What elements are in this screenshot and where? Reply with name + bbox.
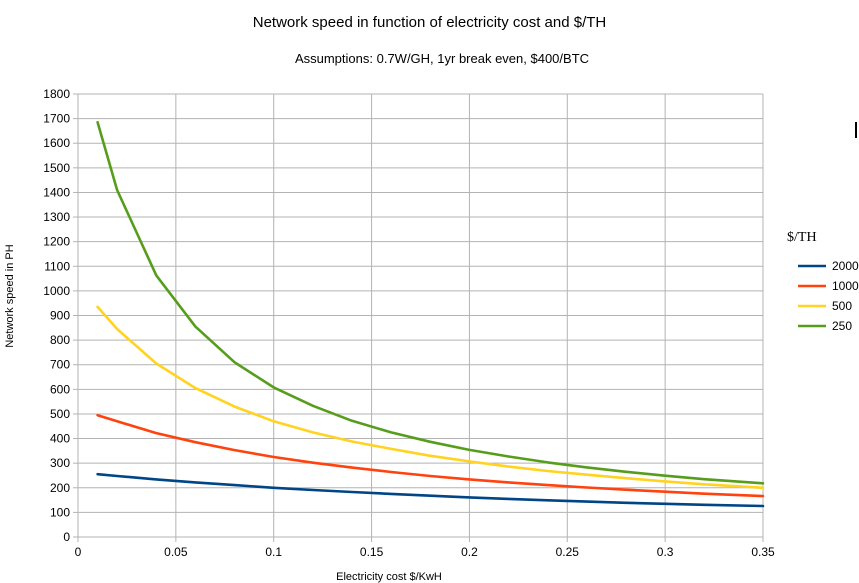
series-line-250	[96, 121, 765, 485]
series-line-1000	[96, 413, 765, 498]
x-tick-label: 0.35	[751, 545, 775, 559]
x-tick-label: 0.3	[657, 545, 674, 559]
x-axis-ticks: 0 0.05 0.1 0.15 0.2 0.25 0.3 0.35	[75, 537, 775, 559]
x-axis-label: Electricity cost $/KwH	[336, 571, 442, 583]
y-tick-label: 1100	[44, 259, 70, 273]
series-lines	[96, 121, 765, 508]
y-tick-label: 1300	[43, 210, 70, 224]
legend-label-500: 500	[832, 299, 852, 313]
y-tick-label: 800	[50, 333, 70, 347]
y-tick-label: 700	[50, 358, 70, 372]
series-line-500	[96, 305, 765, 490]
legend-label-1000: 1000	[832, 279, 859, 293]
legend: 2000 1000 500 250	[798, 259, 859, 333]
y-tick-label: 200	[50, 481, 70, 495]
legend-label-2000: 2000	[832, 259, 859, 273]
gridlines	[77, 93, 764, 538]
y-tick-label: 0	[63, 530, 70, 544]
y-tick-label: 1700	[43, 112, 70, 126]
x-tick-label: 0	[75, 545, 82, 559]
y-tick-label: 600	[50, 382, 70, 396]
x-tick-label: 0.1	[265, 545, 282, 559]
y-tick-label: 1000	[43, 284, 70, 298]
y-tick-label: 500	[50, 407, 70, 421]
y-tick-label: 1200	[43, 235, 70, 249]
y-tick-label: 1600	[43, 136, 70, 150]
x-tick-label: 0.15	[360, 545, 384, 559]
y-tick-label: 300	[50, 456, 70, 470]
series-line-2000	[96, 472, 765, 508]
y-tick-label: 400	[50, 432, 70, 446]
y-tick-label: 100	[50, 505, 70, 519]
y-axis-label: Network speed in PH	[4, 244, 16, 347]
chart-subtitle: Assumptions: 0.7W/GH, 1yr break even, $4…	[294, 51, 590, 66]
y-tick-label: 1400	[43, 185, 70, 199]
x-tick-label: 0.2	[461, 545, 478, 559]
legend-label-250: 250	[832, 319, 852, 333]
x-tick-label: 0.05	[164, 545, 188, 559]
y-tick-label: 1800	[43, 87, 70, 101]
y-axis-ticks: 0 100 200 300 400 500 600 700 800 900 1000 1100 1200…	[43, 87, 78, 544]
y-tick-label: 900	[50, 309, 70, 323]
legend-title: $/TH	[787, 230, 817, 245]
x-tick-label: 0.25	[556, 545, 580, 559]
text-cursor	[855, 122, 857, 138]
chart-title: Network speed in function of electricity…	[252, 14, 607, 31]
y-tick-label: 1500	[43, 161, 70, 175]
axes	[77, 94, 763, 538]
